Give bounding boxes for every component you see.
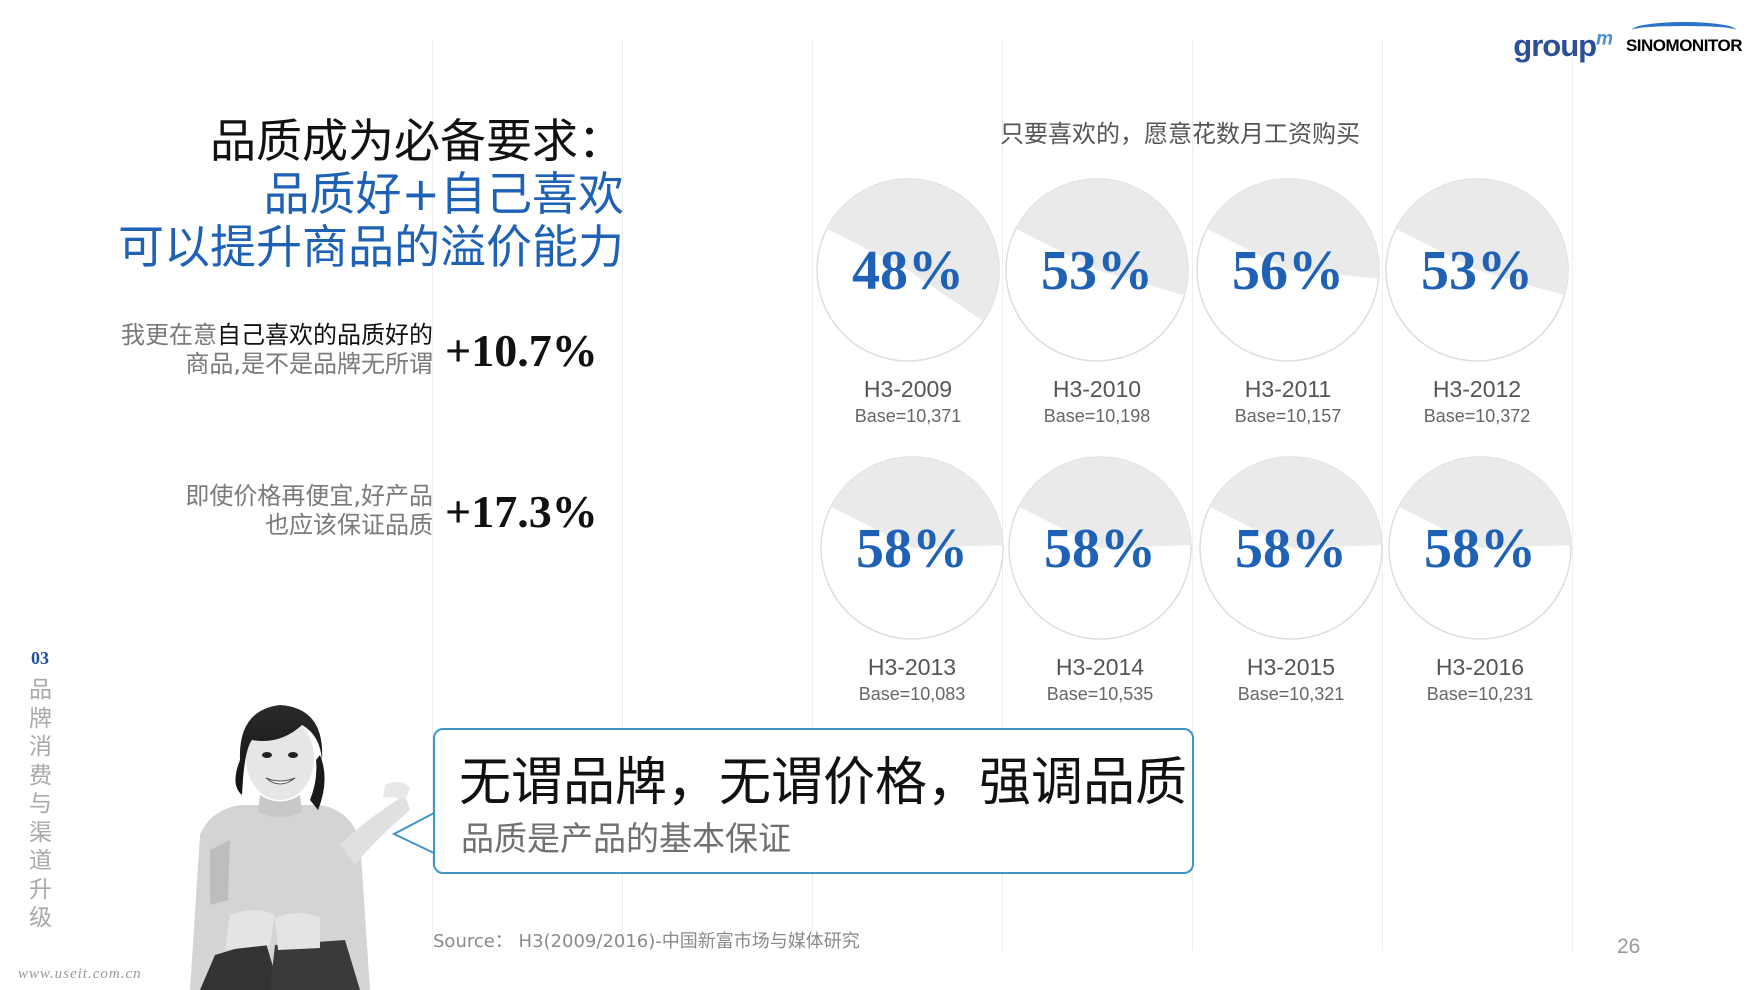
pie-value-label: 58% [1044,518,1156,580]
pie-slice-remainder [1398,456,1571,548]
pie-slice-remainder [1018,456,1191,548]
pie-base-label: Base=10,321 [1237,684,1345,704]
pie-value-label: 58% [856,518,968,580]
pie-slice-remainder [826,179,999,322]
bubble-main-text: 无谓品牌，无谓价格，强调品质 [459,753,1188,813]
pie-h3-2012: 53% [1385,178,1569,362]
pie-year-label: H3-2011 [1244,376,1332,402]
pie-year-label: H3-2009 [863,376,953,402]
headline: 品质成为必备要求： 品质好+自己喜欢 可以提升商品的溢价能力 [118,115,624,274]
pie-year-label: H3-2016 [1435,654,1525,680]
stat-2-text-line-1: 即使价格再便宜,好产品 [185,482,433,510]
pie-base-label: Base=10,231 [1426,684,1534,704]
pie-slice-remainder [830,456,1003,548]
guide-line [812,40,813,950]
headline-line-1: 品质成为必备要求： [210,114,624,168]
pie-caption: H3-2011 Base=10,157 [1198,375,1378,429]
pie-base-label: Base=10,371 [854,406,962,426]
stat-1-value: +10.7% [445,325,598,376]
pie-value-label: 48% [852,240,964,302]
section-number: 03 [31,648,49,668]
pie-value-label: 53% [1041,240,1153,302]
pie-base-label: Base=10,372 [1423,406,1531,426]
pie-value-label: 56% [1232,240,1344,302]
pie-h3-2013: 58% [820,456,1004,640]
guide-line [622,40,623,950]
pie-base-label: Base=10,198 [1043,406,1151,426]
pie-h3-2010: 53% [1005,178,1189,362]
pie-caption: H3-2016 Base=10,231 [1390,653,1570,707]
pie-caption: H3-2010 Base=10,198 [1007,375,1187,429]
woman-illustration [190,705,410,990]
pie-base-label: Base=10,083 [858,684,966,704]
pie-year-label: H3-2012 [1432,376,1522,402]
source-note: Source： H3(2009/2016)-中国新富市场与媒体研究 [433,931,860,952]
pie-base-label: Base=10,535 [1046,684,1154,704]
pie-slice-remainder [1015,179,1188,296]
section-title: 品牌消费与渠道升级 [29,677,52,931]
pie-year-label: H3-2010 [1052,376,1142,402]
bubble-tail-icon [392,811,437,855]
pie-caption: H3-2009 Base=10,371 [818,375,998,429]
guide-line [1002,40,1003,950]
pie-value-label: 58% [1235,518,1347,580]
pie-base-label: Base=10,157 [1234,406,1342,426]
chart-title: 只要喜欢的，愿意花数月工资购买 [1000,120,1360,148]
sinomonitor-logo: SINOMONITOR [1625,36,1743,55]
guide-line [432,40,433,950]
pie-value-label: 58% [1424,518,1536,580]
bubble-sub-text: 品质是产品的基本保证 [461,819,791,858]
headline-line-2: 品质好+自己喜欢 [263,167,624,221]
headline-line-3: 可以提升商品的溢价能力 [118,220,624,274]
pie-year-label: H3-2015 [1246,654,1336,680]
watermark: www.useit.com.cn [18,966,142,982]
guide-line [1192,40,1193,950]
stat-1-text: 我更在意自己喜欢的品质好的 商品,是不是品牌无所谓 [121,321,433,379]
pie-caption: H3-2014 Base=10,535 [1010,653,1190,707]
pie-h3-2016: 58% [1388,456,1572,640]
sinomonitor-arc-icon [1632,22,1736,38]
stat-2-text: 即使价格再便宜,好产品 也应该保证品质 [185,482,433,540]
pie-year-label: H3-2014 [1055,654,1145,680]
groupm-logo-text: group [1513,28,1597,63]
pie-caption: H3-2015 Base=10,321 [1201,653,1381,707]
groupm-logo-sup: m [1596,28,1613,50]
pie-year-label: H3-2013 [867,654,957,680]
pie-value-label: 53% [1421,240,1533,302]
pie-caption: H3-2012 Base=10,372 [1387,375,1567,429]
stat-1-text-b: 自己喜欢的品质好的 [217,321,433,349]
pie-h3-2009: 48% [816,178,1000,362]
pie-h3-2015: 58% [1199,456,1383,640]
pie-caption: H3-2013 Base=10,083 [822,653,1002,707]
pie-h3-2011: 56% [1196,178,1380,362]
pie-slice-remainder [1206,178,1379,279]
page-number: 26 [1617,935,1641,958]
pie-h3-2014: 58% [1008,456,1192,640]
pie-slice-remainder [1209,456,1382,548]
stat-1-text-c: 商品,是不是品牌无所谓 [185,350,433,378]
pie-slice-remainder [1395,179,1568,296]
stat-2-text-line-2: 也应该保证品质 [265,511,433,539]
stat-2-value: +17.3% [445,486,598,537]
guide-line [1382,40,1383,950]
speech-bubble: 无谓品牌，无谓价格，强调品质 品质是产品的基本保证 [433,728,1194,874]
stat-1-text-a: 我更在意 [121,321,217,349]
groupm-logo: groupm [1513,28,1613,64]
guide-line [1572,40,1573,950]
